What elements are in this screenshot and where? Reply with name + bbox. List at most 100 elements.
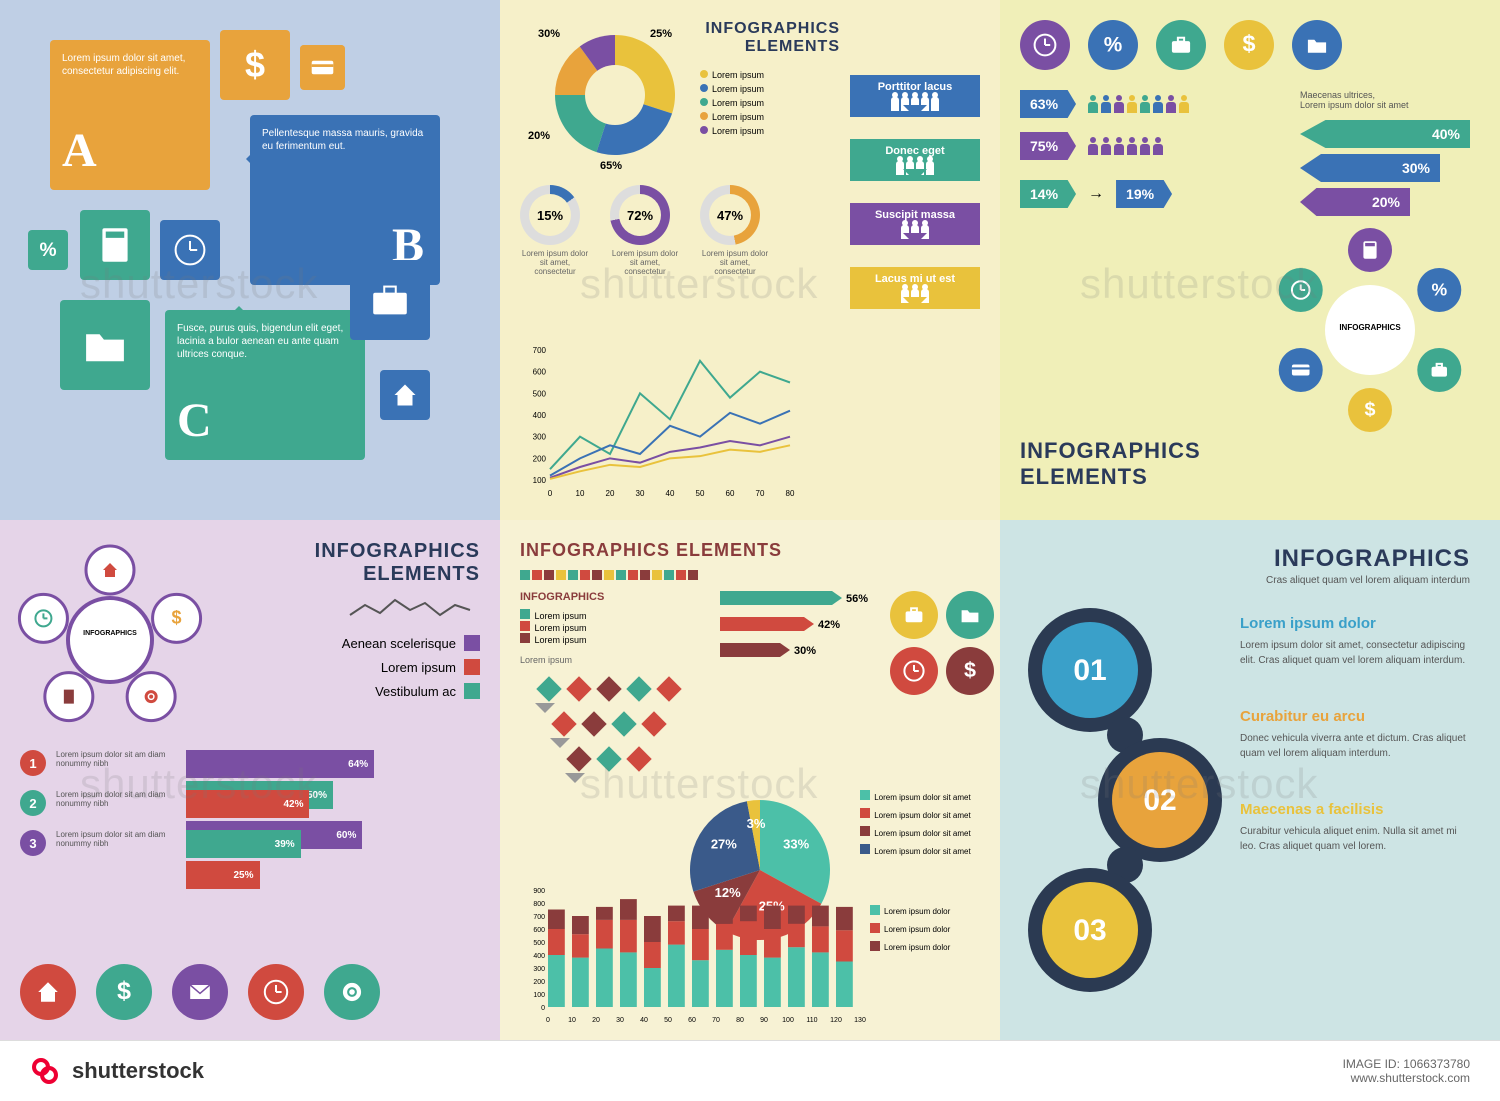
svg-text:100: 100 — [533, 992, 545, 999]
svg-text:%: % — [39, 240, 56, 261]
stat-75%: 75% — [1020, 132, 1076, 160]
svg-text:400: 400 — [533, 411, 547, 420]
svg-text:700: 700 — [533, 346, 547, 355]
stacked-bar-chart: 0100200300400500600700800900010203040506… — [520, 885, 980, 1025]
panel-abc-blocks: Lorem ipsum dolor sit amet, consectetur … — [0, 0, 500, 520]
svg-text:INFOGRAPHICS: INFOGRAPHICS — [83, 630, 137, 637]
block-c: Fusce, purus quis, bigendun elit eget, l… — [165, 310, 365, 460]
svg-text:80: 80 — [736, 1017, 744, 1024]
bar-num-2: 2 — [20, 790, 46, 816]
item-02: Curabitur eu arcuDonec vehicula viverra … — [1240, 708, 1475, 761]
p2-title: INFOGRAPHICS ELEMENTS — [705, 20, 840, 56]
card-icon — [300, 45, 345, 90]
svg-text:0: 0 — [541, 1005, 545, 1012]
svg-text:10: 10 — [576, 489, 585, 498]
ring-47: 47%Lorem ipsum dolor sit amet, consectet… — [700, 185, 770, 276]
block-c-text: Fusce, purus quis, bigendun elit eget, l… — [177, 322, 353, 361]
bar-64: 64% — [186, 750, 374, 778]
dollar-block: $ — [220, 30, 290, 100]
svg-text:INFOGRAPHICS: INFOGRAPHICS — [1339, 323, 1401, 332]
svg-text:70: 70 — [756, 489, 765, 498]
item-03: Maecenas a facilisisCurabitur vehicula a… — [1240, 801, 1475, 854]
bar-39: 39% — [186, 830, 301, 858]
svg-text:$: $ — [964, 657, 976, 682]
svg-text:500: 500 — [533, 940, 545, 947]
svg-text:100: 100 — [533, 476, 547, 485]
pair-14%: 14% — [1020, 180, 1076, 208]
svg-text:02: 02 — [1143, 784, 1176, 817]
svg-text:30: 30 — [616, 1017, 624, 1024]
svg-text:42%: 42% — [818, 619, 840, 631]
hub-diagram: INFOGRAPHICS% $ — [1260, 220, 1480, 440]
panel-mixed-charts: INFOGRAPHICS ELEMENTS INFOGRAPHICS Lorem… — [500, 520, 1000, 1040]
svg-text:3%: 3% — [747, 816, 766, 831]
block-a: Lorem ipsum dolor sit amet, consectetur … — [50, 40, 210, 190]
funnel-3: Lacus mi ut est.funnel-box:nth-child(4):… — [850, 267, 980, 309]
svg-text:30%: 30% — [794, 645, 816, 657]
home-icon — [380, 370, 430, 420]
svg-text:60: 60 — [688, 1017, 696, 1024]
svg-text:$: $ — [172, 607, 182, 627]
svg-text:30: 30 — [636, 489, 645, 498]
donut-label-30: 30% — [538, 28, 560, 40]
clock-icon — [160, 220, 220, 280]
svg-text:100: 100 — [782, 1017, 794, 1024]
svg-text:130: 130 — [854, 1017, 866, 1024]
p3-text: Maecenas ultrices, Lorem ipsum dolor sit… — [1300, 90, 1480, 110]
svg-text:60: 60 — [726, 489, 735, 498]
home-icon — [20, 964, 76, 1020]
svg-text:40: 40 — [640, 1017, 648, 1024]
folder-icon — [60, 300, 150, 390]
block-b-text: Pellentesque massa mauris, gravida eu fe… — [262, 127, 428, 153]
hub-diagram-p4: INFOGRAPHICS $ — [10, 540, 210, 740]
calculator-icon — [80, 210, 150, 280]
block-c-letter: C — [177, 390, 212, 452]
briefcase-icon — [1156, 20, 1206, 70]
brand-name: shutterstock — [72, 1058, 204, 1084]
svg-text:40: 40 — [666, 489, 675, 498]
svg-text:$: $ — [1364, 399, 1375, 421]
svg-text:$: $ — [117, 977, 131, 1005]
spark-line-icon — [350, 595, 470, 625]
panel-people-stats: %$ 63%75% 14%→19% Maecenas ultrices, Lor… — [1000, 0, 1500, 520]
funnel-1: Donec eget.funnel-box:nth-child(2):after… — [850, 139, 980, 181]
arrow-20%: 20% — [1300, 188, 1410, 216]
donut-label-65: 65% — [600, 160, 622, 172]
bar-25: 25% — [186, 861, 260, 889]
svg-text:56%: 56% — [846, 593, 868, 605]
svg-text:10: 10 — [568, 1017, 576, 1024]
p5-subtitle: INFOGRAPHICS — [520, 591, 700, 603]
panel-charts: INFOGRAPHICS ELEMENTS 30% 25% 20% 65% Lo… — [500, 0, 1000, 520]
line-chart: 10020030040050060070001020304050607080 — [520, 340, 800, 500]
svg-text:20: 20 — [606, 489, 615, 498]
p5-title: INFOGRAPHICS ELEMENTS — [520, 540, 980, 561]
svg-text:200: 200 — [533, 979, 545, 986]
image-id-label: IMAGE ID: — [1343, 1057, 1404, 1071]
folder-icon — [946, 591, 994, 639]
svg-text:50: 50 — [696, 489, 705, 498]
bar-num-3: 3 — [20, 830, 46, 856]
svg-text:600: 600 — [533, 927, 545, 934]
percent-icon: % — [28, 230, 68, 270]
svg-text:200: 200 — [533, 454, 547, 463]
svg-text:700: 700 — [533, 914, 545, 921]
block-a-letter: A — [62, 120, 97, 182]
stat-63%: 63% — [1020, 90, 1076, 118]
svg-text:%: % — [1431, 280, 1447, 300]
svg-text:120: 120 — [830, 1017, 842, 1024]
arrow-bars: 56% 42% 30% — [720, 591, 870, 671]
svg-text:0: 0 — [546, 1017, 550, 1024]
clock-icon — [890, 647, 938, 695]
bar-num-1: 1 — [20, 750, 46, 776]
svg-text:01: 01 — [1073, 654, 1106, 687]
p6-title: INFOGRAPHICS — [1274, 545, 1470, 573]
svg-text:110: 110 — [806, 1017, 817, 1024]
dollar-icon: $ — [946, 647, 994, 695]
svg-text:Lorem ipsum dolor: Lorem ipsum dolor — [884, 925, 951, 934]
arrow-40%: 40% — [1300, 120, 1470, 148]
svg-text:0: 0 — [548, 489, 553, 498]
dollar-icon: $ — [96, 964, 152, 1020]
svg-text:300: 300 — [533, 433, 547, 442]
svg-text:Lorem ipsum dolor: Lorem ipsum dolor — [884, 943, 951, 952]
ring-72: 72%Lorem ipsum dolor sit amet, consectet… — [610, 185, 680, 276]
